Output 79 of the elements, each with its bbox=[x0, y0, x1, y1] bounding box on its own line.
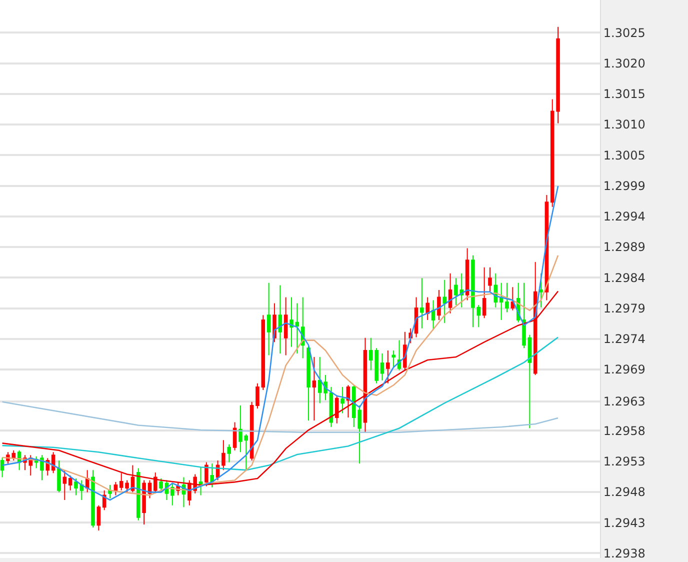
candlestick bbox=[159, 478, 163, 493]
candlestick bbox=[476, 304, 481, 328]
candlestick bbox=[420, 278, 424, 329]
candlestick bbox=[505, 282, 509, 313]
candlestick bbox=[198, 466, 203, 496]
candlestick bbox=[114, 482, 118, 496]
y-tick-label: 1.3025 bbox=[603, 26, 646, 40]
y-tick-label: 1.2963 bbox=[603, 394, 646, 409]
candlestick bbox=[57, 460, 61, 493]
candlestick bbox=[522, 282, 526, 349]
candlestick bbox=[510, 286, 515, 311]
candlestick bbox=[539, 272, 543, 308]
candlestick bbox=[154, 472, 158, 494]
candlestick bbox=[130, 464, 135, 493]
line-series bbox=[2, 401, 559, 434]
candlestick bbox=[278, 284, 282, 354]
candlestick bbox=[136, 468, 140, 521]
candlestick bbox=[290, 296, 294, 348]
candlestick bbox=[295, 302, 300, 354]
candlestick bbox=[392, 350, 396, 368]
candlestick bbox=[488, 266, 492, 292]
candlestick bbox=[96, 504, 101, 531]
y-tick-label: 1.2943 bbox=[603, 516, 646, 530]
candlestick bbox=[482, 266, 486, 319]
candlestick bbox=[266, 282, 271, 356]
candlestick bbox=[386, 350, 390, 384]
candlestick bbox=[346, 384, 350, 418]
candlestick bbox=[448, 272, 452, 314]
y-tick-label: 1.2984 bbox=[603, 270, 646, 285]
candlestick bbox=[431, 300, 436, 331]
candlestick bbox=[91, 470, 95, 528]
candlestick bbox=[256, 382, 260, 409]
candlestick bbox=[204, 462, 208, 487]
candlestick bbox=[363, 337, 368, 434]
candlestick bbox=[170, 482, 174, 506]
candlestick bbox=[306, 344, 310, 421]
candlestick bbox=[442, 279, 446, 324]
y-tick-label: 1.2969 bbox=[603, 362, 646, 377]
candlestick bbox=[222, 440, 226, 471]
line-series bbox=[2, 254, 559, 496]
y-tick-label: 1.2999 bbox=[603, 178, 646, 193]
line-series bbox=[2, 185, 559, 501]
candlestick bbox=[284, 296, 288, 356]
candlestick bbox=[318, 356, 322, 404]
y-tick-label: 1.2994 bbox=[603, 210, 646, 224]
candlestick bbox=[80, 480, 84, 500]
candlestick bbox=[108, 484, 112, 499]
candlestick bbox=[0, 457, 4, 478]
y-tick-label: 1.3005 bbox=[603, 148, 646, 162]
y-tick-label: 1.2979 bbox=[603, 301, 646, 316]
candlestick bbox=[62, 470, 67, 500]
line-series bbox=[2, 290, 559, 486]
candlestick bbox=[340, 386, 344, 414]
y-tick-label: 1.3020 bbox=[603, 56, 646, 70]
candlestick bbox=[465, 248, 470, 301]
line-series bbox=[2, 336, 559, 471]
y-tick-label: 1.2938 bbox=[603, 546, 646, 560]
candlestick bbox=[40, 454, 44, 481]
candlestick bbox=[261, 314, 266, 390]
candlestick bbox=[471, 254, 475, 328]
candlestick bbox=[437, 290, 441, 320]
candlestick bbox=[142, 480, 146, 526]
y-tick-label: 1.3010 bbox=[603, 118, 646, 132]
candlestick bbox=[68, 474, 72, 491]
candlestick bbox=[232, 422, 237, 451]
y-tick-label: 1.2958 bbox=[603, 424, 646, 438]
candlestick bbox=[499, 282, 504, 320]
y-tick-label: 1.2948 bbox=[603, 485, 646, 500]
y-tick-label: 1.3015 bbox=[603, 87, 646, 102]
candlestick bbox=[528, 334, 532, 429]
candlestick bbox=[334, 394, 339, 424]
candlestick bbox=[426, 296, 430, 320]
candlestick bbox=[74, 478, 78, 496]
candlestick bbox=[380, 352, 384, 381]
y-tick-label: 1.2974 bbox=[603, 332, 646, 346]
candlestick bbox=[227, 444, 231, 463]
candlestick bbox=[312, 356, 316, 421]
y-tick-label: 1.2989 bbox=[603, 240, 646, 254]
y-tick-label: 1.2953 bbox=[603, 454, 646, 469]
